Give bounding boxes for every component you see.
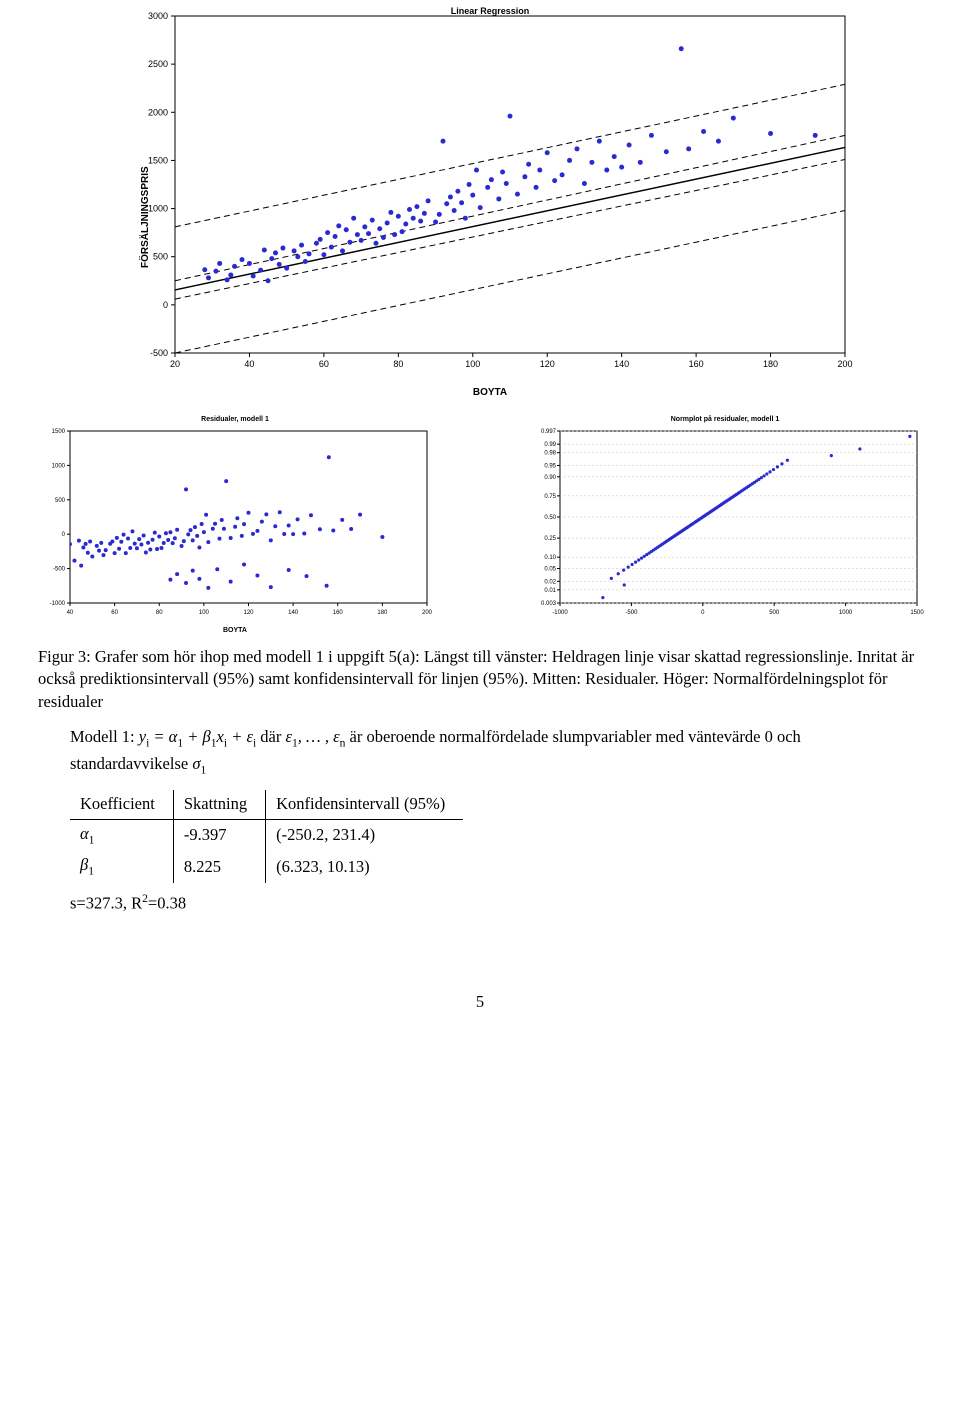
svg-text:200: 200 (837, 359, 852, 369)
svg-text:160: 160 (333, 610, 344, 616)
svg-text:160: 160 (689, 359, 704, 369)
model-equation: Modell 1: yi = α1 + β1xi + εi där ε1, … … (70, 725, 900, 780)
b1-val: 8.225 (173, 851, 265, 883)
page-number: 5 (0, 992, 960, 1012)
svg-text:1500: 1500 (148, 155, 168, 165)
svg-text:-500: -500 (53, 567, 66, 573)
svg-text:500: 500 (769, 610, 780, 616)
figure-caption: Figur 3: Grafer som hör ihop med modell … (0, 628, 960, 713)
svg-text:0: 0 (62, 532, 66, 538)
svg-text:180: 180 (377, 610, 388, 616)
svg-text:80: 80 (156, 610, 163, 616)
svg-text:1000: 1000 (52, 463, 66, 469)
svg-text:0.003: 0.003 (541, 601, 557, 607)
svg-text:-500: -500 (150, 348, 168, 358)
b1-ci: (6.323, 10.13) (266, 851, 464, 883)
svg-text:200: 200 (422, 610, 433, 616)
svg-text:100: 100 (465, 359, 480, 369)
svg-text:-1000: -1000 (552, 610, 568, 616)
regression-chart: Linear Regression FÖRSÄLJNINGSPRIS 20 40 6… (120, 8, 860, 388)
a1-ci: (-250.2, 231.4) (266, 819, 464, 851)
svg-text:0.05: 0.05 (544, 567, 556, 573)
svg-text:80: 80 (393, 359, 403, 369)
residuals-chart: Residualer, modell 1 40 60 80 100 120 140 160 1… (35, 418, 435, 628)
model-footer: s=327.3, R2=0.38 (70, 891, 900, 916)
resid-xlabel: BOYTA (35, 627, 435, 634)
svg-text:0.99: 0.99 (544, 442, 556, 448)
a1-val: -9.397 (173, 819, 265, 851)
svg-text:0.95: 0.95 (544, 463, 556, 469)
svg-text:500: 500 (153, 252, 168, 262)
resid-title: Residualer, modell 1 (35, 416, 435, 423)
svg-text:1500: 1500 (52, 429, 66, 435)
svg-text:0.25: 0.25 (544, 536, 556, 542)
normplot-chart: Normplot på residualer, modell 1 0.003 0.… (525, 418, 925, 628)
norm-title: Normplot på residualer, modell 1 (525, 416, 925, 423)
svg-text:180: 180 (763, 359, 778, 369)
main-ylabel: FÖRSÄLJNINGSPRIS (140, 166, 151, 268)
svg-text:0.10: 0.10 (544, 555, 556, 561)
svg-text:-1000: -1000 (50, 601, 66, 607)
svg-text:20: 20 (170, 359, 180, 369)
svg-text:60: 60 (319, 359, 329, 369)
hdr-est: Skattning (173, 790, 265, 819)
svg-text:0.75: 0.75 (544, 494, 556, 500)
svg-text:2500: 2500 (148, 59, 168, 69)
hdr-coef: Koefficient (70, 790, 173, 819)
table-row: β1 8.225 (6.323, 10.13) (70, 851, 463, 883)
svg-text:60: 60 (111, 610, 118, 616)
model-pre: där (260, 727, 281, 746)
svg-text:0.90: 0.90 (544, 475, 556, 481)
table-row: α1 -9.397 (-250.2, 231.4) (70, 819, 463, 851)
table-header-row: Koefficient Skattning Konfidensintervall… (70, 790, 463, 819)
svg-text:0.01: 0.01 (544, 588, 556, 594)
svg-text:1000: 1000 (839, 610, 853, 616)
svg-text:140: 140 (288, 610, 299, 616)
coef-table: Koefficient Skattning Konfidensintervall… (70, 790, 463, 883)
svg-text:0.98: 0.98 (544, 451, 556, 457)
hdr-ci: Konfidensintervall (95%) (266, 790, 464, 819)
model-heading: Modell 1: (70, 727, 135, 746)
svg-text:1500: 1500 (910, 610, 924, 616)
main-chart-title: Linear Regression (120, 6, 860, 16)
svg-text:500: 500 (55, 498, 66, 504)
model-block: Modell 1: yi = α1 + β1xi + εi där ε1, … … (0, 713, 960, 916)
svg-text:0.997: 0.997 (541, 429, 557, 435)
svg-text:0.50: 0.50 (544, 515, 556, 521)
svg-text:-500: -500 (625, 610, 638, 616)
svg-text:140: 140 (614, 359, 629, 369)
svg-text:0.02: 0.02 (544, 579, 556, 585)
svg-text:40: 40 (244, 359, 254, 369)
main-xlabel: BOYTA (120, 387, 860, 398)
svg-text:120: 120 (540, 359, 555, 369)
svg-text:120: 120 (243, 610, 254, 616)
svg-text:40: 40 (67, 610, 74, 616)
svg-text:0: 0 (701, 610, 705, 616)
svg-text:100: 100 (199, 610, 210, 616)
svg-text:2000: 2000 (148, 107, 168, 117)
svg-text:0: 0 (163, 300, 168, 310)
